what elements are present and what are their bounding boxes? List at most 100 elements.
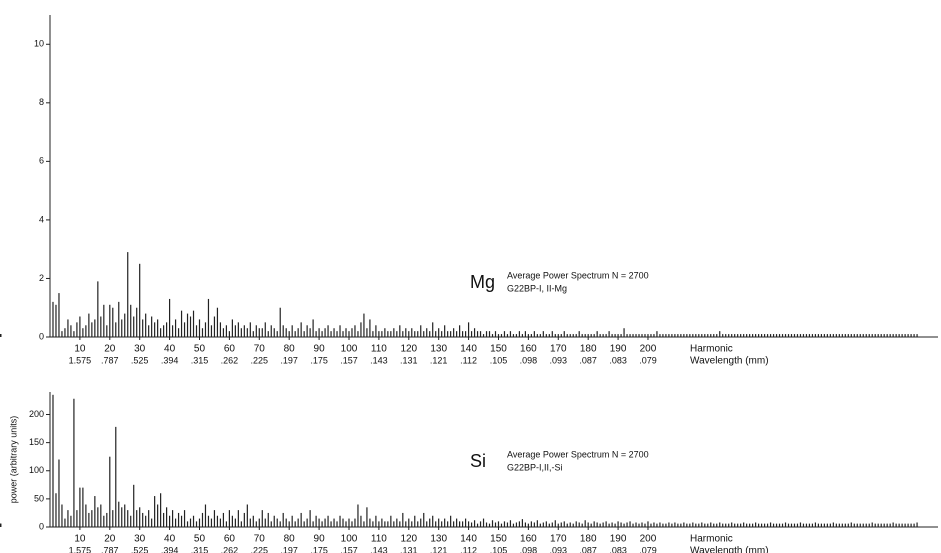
- bar: [285, 328, 287, 337]
- bar: [638, 334, 640, 337]
- bar: [853, 334, 855, 337]
- bar: [500, 523, 503, 527]
- x-tick-label: 120: [400, 344, 417, 355]
- bar: [862, 523, 864, 527]
- bar: [509, 520, 512, 527]
- bar: [435, 521, 437, 527]
- bar: [291, 325, 293, 337]
- wavelength-label: .225: [251, 545, 269, 553]
- bar: [796, 523, 799, 527]
- bar: [847, 334, 849, 337]
- bar: [348, 331, 350, 337]
- bar: [297, 518, 299, 527]
- bar: [614, 523, 616, 527]
- bar: [342, 331, 344, 337]
- bar: [506, 522, 509, 527]
- bar: [339, 325, 341, 337]
- bar: [749, 334, 751, 337]
- bar: [195, 521, 198, 527]
- wavelength-label: .262: [221, 545, 239, 553]
- bar: [545, 521, 547, 527]
- bar: [192, 515, 195, 527]
- bar: [491, 520, 494, 527]
- wavelength-label: .315: [191, 545, 209, 553]
- bar: [805, 334, 808, 337]
- bar: [904, 334, 906, 337]
- bar: [916, 334, 918, 337]
- bar: [707, 523, 709, 527]
- bar: [112, 307, 114, 337]
- x-tick-label: 130: [430, 534, 447, 545]
- bar: [127, 510, 129, 527]
- bar: [297, 328, 299, 337]
- bar: [91, 322, 93, 337]
- bar: [321, 521, 323, 527]
- bar: [913, 334, 915, 337]
- bar: [467, 322, 470, 337]
- bar: [151, 518, 153, 527]
- bar: [309, 510, 311, 527]
- x-tick-label: 50: [194, 534, 206, 545]
- bar: [868, 523, 870, 527]
- bar: [829, 334, 831, 337]
- bar: [55, 493, 57, 527]
- bar: [635, 334, 637, 337]
- bar: [509, 331, 512, 337]
- bar: [420, 325, 422, 337]
- wavelength-label: .098: [520, 355, 538, 365]
- bar: [249, 322, 251, 337]
- wavelength-label: .262: [221, 355, 239, 365]
- bar: [778, 334, 781, 337]
- wavelength-label: .083: [609, 355, 627, 365]
- bar: [796, 334, 799, 337]
- bar: [441, 331, 443, 337]
- bar: [680, 334, 682, 337]
- bar: [414, 515, 416, 527]
- bar: [731, 522, 733, 527]
- bar: [249, 518, 251, 527]
- bar: [581, 523, 583, 527]
- bar: [802, 523, 805, 527]
- bar: [387, 331, 389, 337]
- bar: [384, 521, 386, 527]
- bar: [560, 522, 562, 527]
- bar: [611, 522, 613, 527]
- bar: [587, 334, 589, 337]
- bar: [799, 334, 802, 337]
- bar: [360, 515, 362, 527]
- wavelength-label: .175: [310, 355, 328, 365]
- wavelength-label: .131: [400, 545, 418, 553]
- bar: [841, 523, 843, 527]
- x-tick-label: 70: [254, 344, 266, 355]
- bar: [234, 518, 236, 527]
- bar: [647, 521, 649, 527]
- x-axis-label: Harmonic: [690, 534, 733, 545]
- bar: [686, 334, 688, 337]
- bar: [453, 521, 455, 527]
- bar: [118, 501, 120, 527]
- bar: [151, 316, 153, 337]
- bar: [222, 328, 225, 337]
- bar: [527, 523, 529, 527]
- bar: [557, 523, 559, 527]
- bar: [874, 334, 876, 337]
- bar: [240, 521, 242, 527]
- bar: [387, 521, 389, 527]
- x-tick-label: 80: [284, 344, 296, 355]
- bar: [261, 510, 263, 527]
- bar: [542, 522, 544, 527]
- bar: [198, 518, 201, 527]
- bar: [228, 510, 230, 527]
- bar: [602, 334, 604, 337]
- annotation: Average Power Spectrum N = 2700: [507, 270, 649, 280]
- bar: [653, 522, 655, 527]
- bar: [423, 512, 425, 527]
- element-label: Mg: [470, 272, 495, 292]
- bar: [695, 523, 697, 527]
- bar: [103, 515, 105, 527]
- wavelength-label: .079: [639, 545, 657, 553]
- bar: [183, 322, 186, 337]
- bar: [121, 507, 123, 527]
- bar: [363, 521, 365, 527]
- bar: [363, 313, 365, 337]
